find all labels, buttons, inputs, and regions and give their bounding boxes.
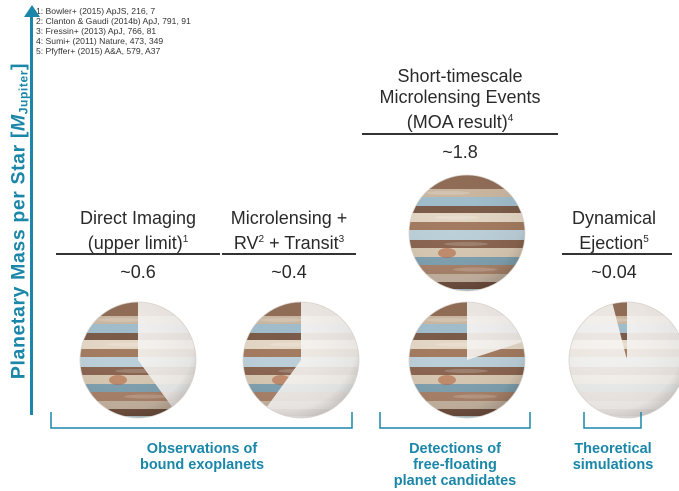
direct-imaging-title-line2: (upper limit)1 bbox=[87, 233, 189, 253]
y-axis-arrow-icon bbox=[23, 5, 40, 17]
microlensing-rv-transit-title-line2: RV2 + Transit3 bbox=[233, 233, 345, 253]
reference-5: 5: Pfyffer+ (2015) A&A, 579, A37 bbox=[36, 46, 161, 56]
y-axis-line bbox=[30, 10, 33, 415]
microlensing-rv-transit-planet bbox=[242, 301, 360, 419]
direct-imaging-value: ~0.6 bbox=[120, 262, 156, 282]
short-timescale-rule bbox=[362, 133, 558, 135]
group-theoretical-line2: simulations bbox=[572, 457, 654, 473]
group-theoretical-line1: Theoretical bbox=[574, 441, 652, 457]
dynamical-ejection-planet bbox=[568, 301, 679, 419]
dynamical-ejection-rule bbox=[562, 253, 672, 255]
reference-1: 1: Bowler+ (2015) ApJS, 216, 7 bbox=[36, 6, 156, 16]
reference-2: 2: Clanton & Gaudi (2014b) ApJ, 791, 91 bbox=[36, 16, 191, 26]
group-detections-line3: planet candidates bbox=[393, 473, 517, 489]
group-observations-line1: Observations of bbox=[146, 441, 258, 457]
short-timescale-planet-2 bbox=[408, 301, 526, 419]
direct-imaging-title: Direct Imaging (upper limit)1 bbox=[80, 208, 196, 254]
group-observations-label: Observations of bound exoplanets bbox=[140, 441, 264, 473]
bracket-observations bbox=[50, 412, 353, 429]
group-theoretical-label: Theoretical simulations bbox=[573, 441, 654, 473]
reference-4: 4: Sumi+ (2011) Nature, 473, 349 bbox=[36, 36, 164, 46]
dynamical-ejection-title-line1: Dynamical bbox=[571, 208, 657, 228]
direct-imaging-planet bbox=[79, 301, 197, 419]
group-observations-line2: bound exoplanets bbox=[139, 457, 265, 473]
short-timescale-planet-1 bbox=[408, 174, 526, 292]
direct-imaging-title-line1: Direct Imaging bbox=[79, 208, 197, 228]
short-timescale-title-line2: Microlensing Events bbox=[379, 87, 541, 107]
dynamical-ejection-title: Dynamical Ejection5 bbox=[572, 208, 656, 254]
reference-3: 3: Fressin+ (2013) ApJ, 766, 81 bbox=[36, 26, 157, 36]
references-list: 1: Bowler+ (2015) ApJS, 216, 7 2: Clanto… bbox=[36, 6, 191, 56]
short-timescale-value: ~1.8 bbox=[442, 142, 478, 162]
microlensing-rv-transit-rule bbox=[222, 253, 356, 255]
group-detections-label: Detections of free-floating planet candi… bbox=[394, 441, 516, 489]
dynamical-ejection-title-line2: Ejection5 bbox=[579, 233, 649, 253]
microlensing-rv-transit-title-line1: Microlensing + bbox=[230, 208, 348, 228]
group-detections-line2: free-floating bbox=[413, 457, 497, 473]
bracket-theoretical bbox=[583, 412, 642, 429]
short-timescale-title-line1: Short-timescale bbox=[397, 66, 523, 86]
short-timescale-title: Short-timescale Microlensing Events (MOA… bbox=[379, 66, 540, 133]
short-timescale-title-line3: (MOA result)4 bbox=[406, 112, 514, 132]
group-detections-line1: Detections of bbox=[409, 441, 501, 457]
microlensing-rv-transit-title: Microlensing + RV2 + Transit3 bbox=[231, 208, 348, 254]
bracket-detections bbox=[379, 412, 531, 429]
dynamical-ejection-value: ~0.04 bbox=[591, 262, 637, 282]
direct-imaging-rule bbox=[56, 253, 220, 255]
microlensing-rv-transit-value: ~0.4 bbox=[271, 262, 307, 282]
